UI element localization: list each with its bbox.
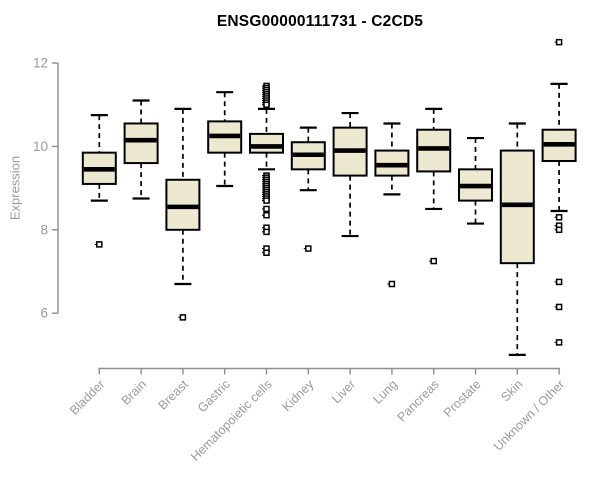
outlier-point xyxy=(554,226,563,234)
y-tick-label: 10 xyxy=(33,139,48,154)
outlier-square xyxy=(555,278,563,286)
y-tick-label: 6 xyxy=(40,306,48,321)
outlier-square xyxy=(555,303,563,311)
x-category-label-kidney: Kidney xyxy=(279,377,316,414)
x-category-label-hematopoietic-cells: Hematopoietic cells xyxy=(188,377,275,464)
outlier-square xyxy=(96,241,103,248)
x-category-label-lung: Lung xyxy=(370,377,400,407)
outlier-square xyxy=(555,38,563,46)
box-hematopoietic-cells xyxy=(249,82,284,256)
outlier-point xyxy=(554,278,563,286)
outlier-point xyxy=(262,249,270,256)
outlier-square xyxy=(263,205,270,213)
outlier-square xyxy=(388,280,396,288)
iqr-box xyxy=(249,132,284,154)
outlier-point xyxy=(94,241,103,248)
outlier-square xyxy=(263,249,270,256)
outlier-point xyxy=(178,314,187,321)
iqr-box xyxy=(123,122,159,165)
y-axis: 6 8 10 12 xyxy=(33,56,59,321)
x-category-label-prostate: Prostate xyxy=(441,377,484,420)
outlier-square xyxy=(555,214,563,221)
outlier-point xyxy=(554,214,563,221)
box-gastric xyxy=(207,91,243,188)
outlier-square xyxy=(263,197,270,204)
outlier-square xyxy=(263,228,270,236)
outlier-point xyxy=(554,303,563,311)
box-brain xyxy=(123,99,159,200)
outlier-square xyxy=(179,314,187,321)
outlier-square xyxy=(555,339,563,346)
box-lung xyxy=(374,122,410,288)
outlier-square xyxy=(430,257,437,265)
y-tick-label: 8 xyxy=(40,222,48,237)
box-pancreas xyxy=(416,107,452,265)
outlier-point xyxy=(262,211,270,219)
outlier-point xyxy=(554,339,563,346)
box-skin xyxy=(499,122,535,356)
box-liver xyxy=(332,111,368,238)
outlier-point xyxy=(303,245,312,252)
box-breast xyxy=(165,107,201,321)
x-category-label-breast: Breast xyxy=(156,377,192,413)
box-unknown-other xyxy=(541,38,577,346)
outlier-point xyxy=(262,228,270,236)
chart-title: ENSG00000111731 - C2CD5 xyxy=(216,13,424,30)
x-category-label-pancreas: Pancreas xyxy=(395,377,442,424)
outlier-point xyxy=(262,205,270,213)
x-category-label-skin: Skin xyxy=(498,377,525,404)
y-tick-label: 12 xyxy=(33,56,48,71)
outlier-square xyxy=(263,101,270,108)
x-category-label-brain: Brain xyxy=(119,377,150,408)
box-bladder xyxy=(81,114,117,248)
outlier-square xyxy=(263,211,270,219)
box-prostate xyxy=(458,136,493,225)
outlier-point xyxy=(554,38,563,46)
outlier-square xyxy=(555,226,563,234)
box-kidney xyxy=(290,126,326,252)
outlier-point xyxy=(387,280,396,288)
x-category-label-bladder: Bladder xyxy=(67,377,107,417)
outlier-point xyxy=(262,197,270,204)
x-category-label-unknown-other: Unknown / Other xyxy=(491,377,567,453)
x-category-label-liver: Liver xyxy=(329,377,358,406)
outlier-square xyxy=(305,245,312,252)
outlier-point xyxy=(262,101,270,108)
outlier-point xyxy=(429,257,437,265)
x-category-label-gastric: Gastric xyxy=(195,377,233,415)
